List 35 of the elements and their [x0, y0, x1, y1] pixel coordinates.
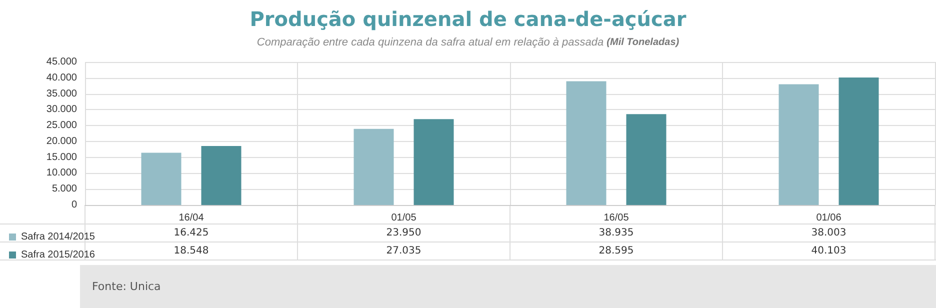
y-tick-label: 25.000: [46, 120, 78, 132]
data-label: 16.425: [174, 228, 209, 238]
x-tick-label: 01/06: [816, 212, 842, 224]
bar: [141, 152, 182, 205]
bar: [778, 84, 819, 205]
data-label: 27.035: [386, 246, 422, 256]
data-label: 28.595: [598, 246, 634, 256]
x-tick-label: 01/05: [391, 212, 417, 224]
x-tick-label: 16/05: [604, 212, 630, 224]
x-tick-label: 16/04: [178, 212, 204, 224]
chart-subtitle: Comparação entre cada quinzena da safra atual em relação à passada (Mil Toneladas): [256, 36, 680, 48]
y-tick-label: 5.000: [52, 184, 78, 195]
y-tick-label: 40.000: [46, 72, 78, 84]
bar: [414, 119, 454, 205]
data-label: 18.548: [174, 246, 209, 256]
y-tick-label: 45.000: [46, 56, 78, 68]
data-label: 23.950: [386, 228, 422, 238]
data-label: 40.103: [811, 246, 846, 256]
y-tick-label: 35.000: [46, 88, 78, 100]
source-note: Fonte: Unica: [80, 265, 936, 308]
bar: [838, 78, 879, 205]
legend-label: Safra 2014/2015: [21, 232, 96, 242]
data-label: 38.003: [811, 228, 846, 238]
y-tick-label: 15.000: [46, 152, 78, 163]
bar: [201, 146, 242, 205]
chart-title: Produção quinzenal de cana-de-açúcar: [250, 7, 686, 31]
bar: [354, 128, 394, 205]
data-label: 38.935: [598, 228, 634, 238]
y-tick-label: 20.000: [46, 136, 78, 147]
y-tick-label: 10.000: [46, 168, 78, 179]
y-tick-label: 30.000: [46, 104, 78, 116]
bar: [566, 81, 606, 205]
bar: [626, 114, 666, 205]
legend-label: Safra 2015/2016: [21, 250, 96, 260]
y-tick-label: 0: [71, 200, 78, 210]
